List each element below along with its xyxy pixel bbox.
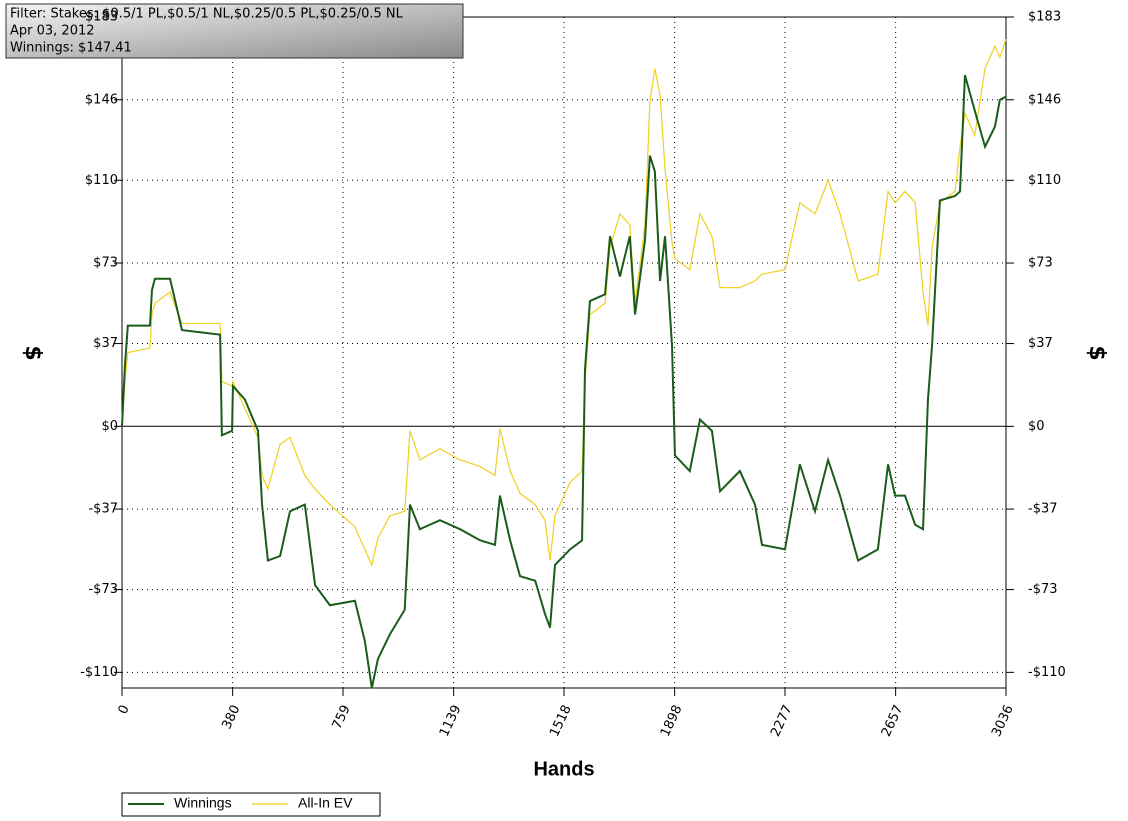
series-line (121, 74, 1007, 689)
y-tick-label: -$37 (88, 502, 118, 517)
y-tick-label: -$110 (80, 665, 118, 680)
x-tick-label: 2277 (768, 703, 796, 739)
y2-tick-label: $73 (1028, 256, 1053, 271)
legend-label: Winnings (174, 795, 232, 811)
x-axis-label: Hands (533, 758, 594, 780)
legend-label: All-In EV (298, 795, 353, 811)
y-tick-label: $37 (93, 336, 118, 351)
y-tick-label: -$73 (88, 582, 118, 597)
x-tick-label: 759 (330, 703, 354, 732)
y-tick-label: $110 (85, 173, 118, 188)
y-axis-label: $ (20, 345, 45, 360)
y-tick-label: $73 (93, 256, 118, 271)
x-tick-label: 2657 (879, 703, 907, 739)
y2-tick-label: $183 (1028, 10, 1061, 25)
y2-tick-label: $37 (1028, 336, 1053, 351)
y2-tick-label: -$73 (1028, 582, 1058, 597)
info-box (5, 3, 464, 59)
legend (121, 792, 381, 817)
y2-tick-label: -$37 (1028, 502, 1058, 517)
y2-axis-label: $ (1084, 345, 1109, 360)
y2-tick-label: $0 (1028, 419, 1045, 434)
x-tick-label: 1139 (437, 703, 465, 739)
y2-tick-label: $110 (1028, 173, 1061, 188)
y-tick-label: $146 (85, 92, 118, 107)
x-tick-label: 380 (219, 703, 243, 732)
y-tick-label: $0 (101, 419, 118, 434)
info-line: Apr 03, 2012 (10, 24, 95, 39)
y2-tick-label: -$110 (1028, 665, 1066, 680)
y2-tick-label: $146 (1028, 92, 1061, 107)
y-tick-label: $183 (85, 10, 118, 25)
info-line: Winnings: $147.41 (10, 41, 132, 56)
x-tick-label: 1898 (658, 703, 686, 739)
info-line: Filter: Stakes: $0.5/1 PL,$0.5/1 NL,$0.2… (10, 7, 404, 22)
x-tick-label: 1518 (547, 703, 575, 739)
x-tick-label: 3036 (989, 703, 1017, 739)
x-tick-label: 0 (116, 703, 133, 717)
